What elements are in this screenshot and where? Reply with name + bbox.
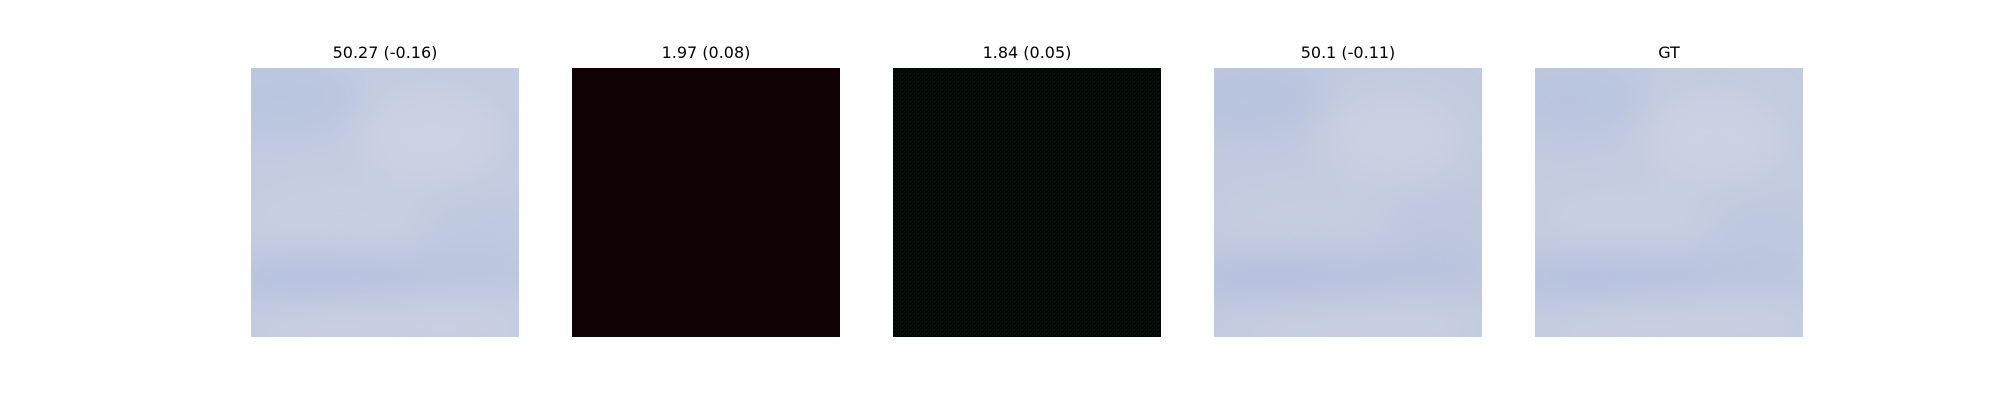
panel-5-title: GT bbox=[1658, 43, 1680, 62]
panel-3-title: 1.84 (0.05) bbox=[982, 43, 1072, 62]
panel-4-title: 50.1 (-0.11) bbox=[1300, 43, 1396, 62]
panel-3: 1.84 (0.05) bbox=[893, 0, 1161, 400]
panel-5: GT bbox=[1535, 0, 1803, 400]
panel-3-image bbox=[893, 68, 1161, 337]
panel-1-title: 50.27 (-0.16) bbox=[332, 43, 438, 62]
panel-4: 50.1 (-0.11) bbox=[1214, 0, 1482, 400]
panel-2: 1.97 (0.08) bbox=[572, 0, 840, 400]
panel-5-image bbox=[1535, 68, 1803, 337]
panel-1-image bbox=[251, 68, 519, 337]
panel-4-image bbox=[1214, 68, 1482, 337]
panel-1: 50.27 (-0.16) bbox=[251, 0, 519, 400]
panel-2-image bbox=[572, 68, 840, 337]
panel-2-title: 1.97 (0.08) bbox=[661, 43, 751, 62]
